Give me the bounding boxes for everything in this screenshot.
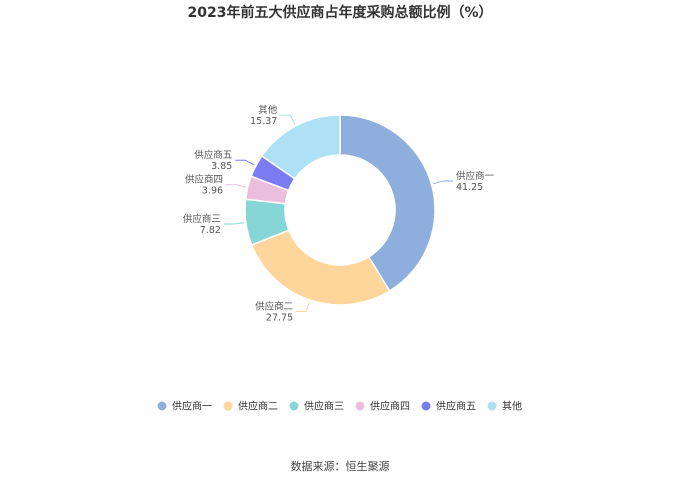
leader-line-supplier-3 xyxy=(223,222,244,225)
legend-marker-supplier-3[interactable] xyxy=(289,401,299,411)
chart-title: 2023年前五大供应商占年度采购总额比例（%） xyxy=(187,5,493,21)
slice-label-other: 其他 xyxy=(258,104,278,116)
slices-group xyxy=(244,114,436,306)
slice-value-supplier-5: 3.85 xyxy=(211,161,232,172)
slice-label-supplier-3: 供应商三 xyxy=(183,213,221,225)
legend-label-supplier-3[interactable]: 供应商三 xyxy=(304,400,344,413)
leader-line-supplier-1 xyxy=(433,180,453,185)
slice-value-supplier-4: 3.96 xyxy=(202,186,223,197)
legend-group: 供应商一 供应商二 供应商三 供应商四 供应商五 其他 xyxy=(157,400,522,413)
legend-marker-supplier-2[interactable] xyxy=(223,401,233,411)
legend-label-supplier-2[interactable]: 供应商二 xyxy=(238,400,278,413)
slice-label-supplier-5: 供应商五 xyxy=(194,149,232,161)
slice-label-supplier-2: 供应商二 xyxy=(255,301,293,313)
leader-line-supplier-2 xyxy=(296,301,310,313)
leader-line-supplier-4 xyxy=(226,184,246,188)
legend-marker-other[interactable] xyxy=(487,401,497,411)
slice-other[interactable] xyxy=(260,114,341,180)
data-source: 数据来源：恒生聚源 xyxy=(290,460,390,473)
slice-supplier-1[interactable] xyxy=(339,114,436,293)
slice-label-supplier-1: 供应商一 xyxy=(456,170,495,182)
slice-value-supplier-2: 27.75 xyxy=(266,313,293,324)
legend-label-supplier-5[interactable]: 供应商五 xyxy=(436,400,476,413)
leader-line-supplier-5 xyxy=(235,159,255,166)
legend-label-supplier-4[interactable]: 供应商四 xyxy=(370,400,410,413)
slice-value-other: 15.37 xyxy=(250,116,277,127)
slice-supplier-2[interactable] xyxy=(250,229,391,306)
slice-value-supplier-1: 41.25 xyxy=(456,182,483,193)
legend-marker-supplier-4[interactable] xyxy=(355,401,365,411)
legend-label-supplier-1[interactable]: 供应商一 xyxy=(172,400,212,413)
legend-label-other[interactable]: 其他 xyxy=(502,400,522,413)
leader-line-other xyxy=(280,114,296,125)
legend-marker-supplier-5[interactable] xyxy=(421,401,431,411)
slice-value-supplier-3: 7.82 xyxy=(200,225,221,236)
legend-marker-supplier-1[interactable] xyxy=(157,401,167,411)
slice-label-supplier-4: 供应商四 xyxy=(185,174,223,186)
